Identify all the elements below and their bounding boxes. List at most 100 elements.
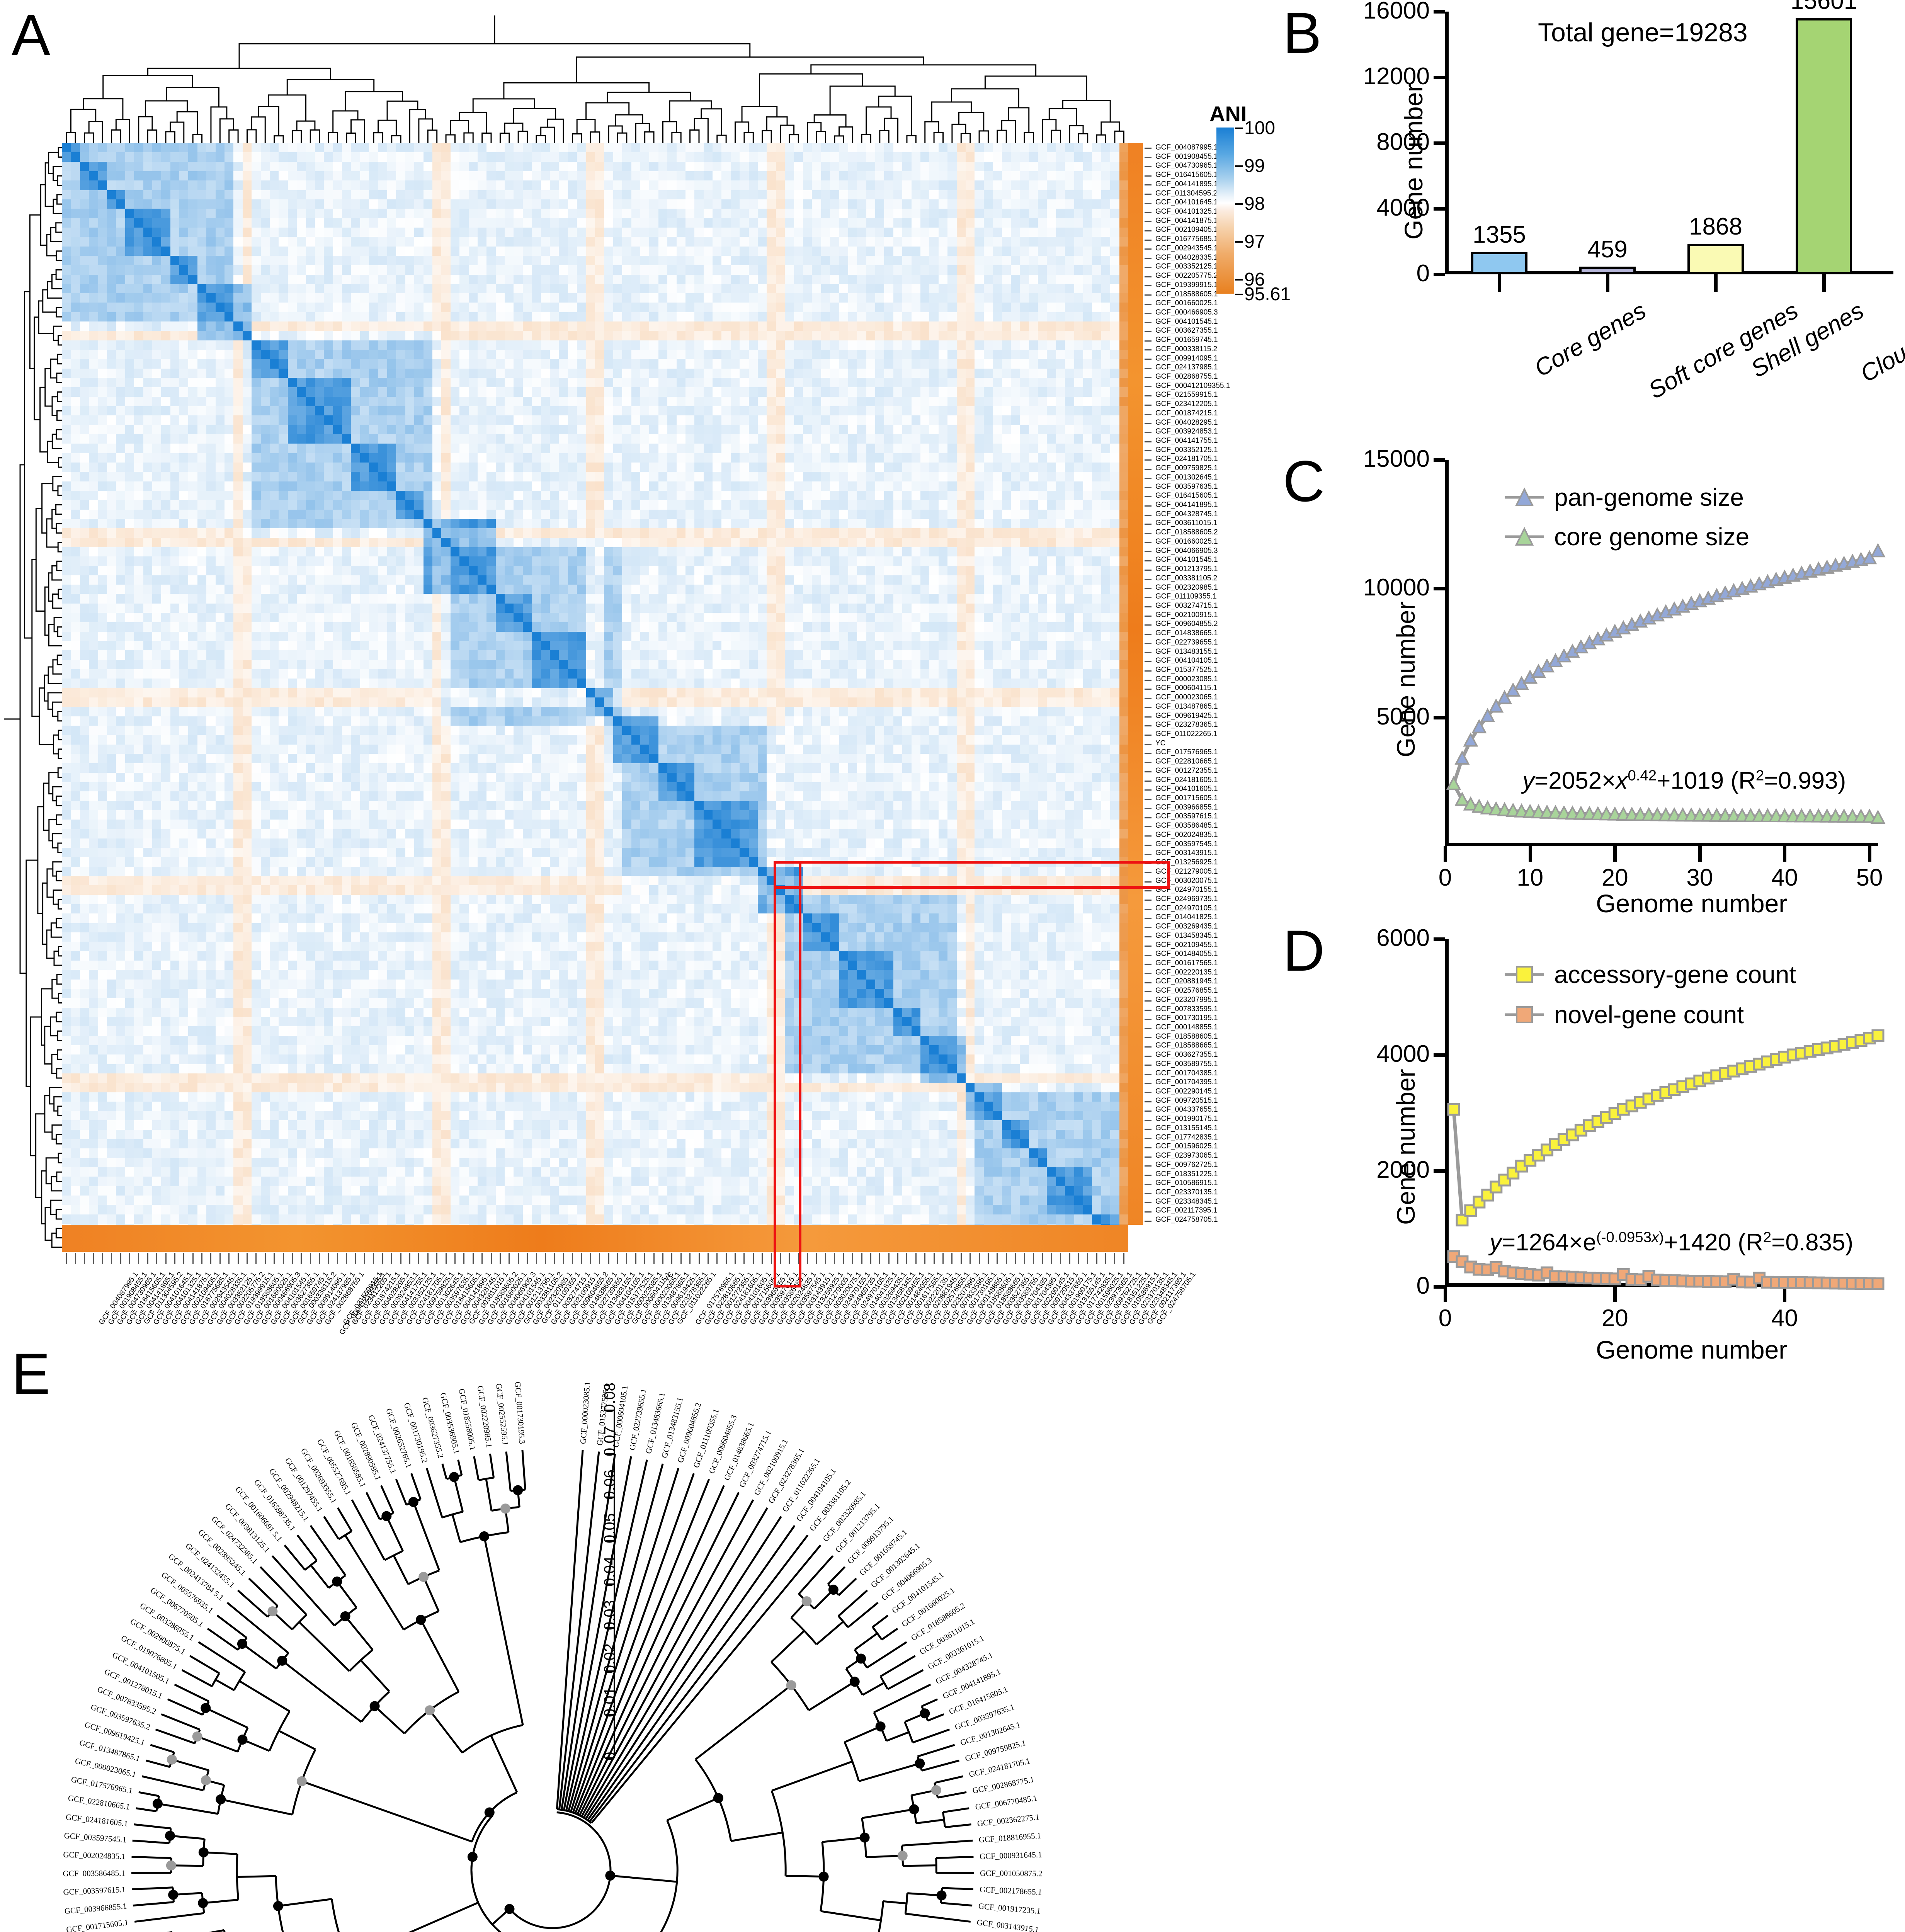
ani-heatmap-matrix[interactable] [62, 143, 1128, 1252]
eq-c-exp: 0.42 [1628, 767, 1657, 784]
table-row: GCF_004087995.1 [1155, 143, 1218, 151]
plotD-ytick [1434, 937, 1445, 941]
table-row: GCF_007833595.1 [1155, 1005, 1218, 1013]
bar-3[interactable] [1796, 18, 1852, 274]
table-row: GCF_014041825.1 [1155, 913, 1218, 922]
table-row: GCF_000023065.1 [1155, 693, 1218, 702]
table-row: GCF_003589755.1 [1155, 1060, 1218, 1068]
table-row: GCF_003966855.1 [1155, 803, 1218, 811]
table-row: GCF_004028335.1 [1155, 253, 1218, 262]
panel-b-ytick [1434, 273, 1445, 276]
table-row: GCF_013155145.1 [1155, 1124, 1218, 1132]
table-row: GCF_018588665.1 [1155, 1041, 1218, 1050]
table-row: GCF_003143915.1 [1155, 849, 1218, 857]
plotD-ytick-label: 2000 [1376, 1156, 1430, 1183]
table-row: GCF_024137985.1 [1155, 363, 1218, 372]
plotD-ytick [1434, 1285, 1445, 1289]
table-row: GCF_004328745.1 [1155, 510, 1218, 518]
panel-b-letter: B [1283, 0, 1322, 65]
panel-e-phylogenetic-tree: E GCF_000023085.1 GCF_015377525.1 GCF_0006… [0, 1337, 1905, 1932]
table-row: GCF_003274715.1 [1155, 601, 1218, 610]
eq-d-rest: +1420 (R [1663, 1229, 1763, 1256]
column-annotation-bar [62, 1225, 1128, 1252]
tree-tip-label: GCF_003597545.1 [63, 1831, 127, 1845]
legend-item-novel[interactable]: novel-gene count [1503, 1000, 1796, 1029]
plotC-xtick-label: 50 [1856, 864, 1883, 891]
panel-c-xlabel: Genome number [1596, 889, 1788, 918]
bar-value-label: 15601 [1790, 0, 1857, 14]
table-row: GCF_022810665.1 [1155, 757, 1218, 766]
table-row: GCF_004101645.1 [1155, 198, 1218, 207]
eq-d-y: y [1490, 1229, 1502, 1256]
bar-category-label: Core genes [1530, 297, 1651, 382]
table-row: GCF_022739655.1 [1155, 638, 1218, 646]
bar-2[interactable] [1687, 243, 1744, 274]
panel-b-xtick [1714, 274, 1718, 292]
plotD-ytick-label: 6000 [1376, 925, 1430, 951]
bar-value-label: 1355 [1473, 221, 1526, 248]
plotC-xtick [1613, 846, 1617, 862]
table-row: YC [1155, 739, 1166, 747]
plotC-ytick-label: 5000 [1376, 703, 1430, 730]
tree-tip-label: GCF_024181605.1 [65, 1812, 128, 1828]
plotC-xtick [1868, 846, 1872, 862]
panel-c-equation: y=2052×x0.42+1019 (R2=0.993) [1522, 767, 1846, 794]
table-row: GCF_001596025.1 [1155, 1142, 1218, 1151]
table-row: GCF_004141895.1 [1155, 501, 1218, 509]
table-row: GCF_018588605.1 [1155, 290, 1218, 298]
eq-d-expx: x [1651, 1229, 1659, 1246]
colorbar-tick-label: 95.61 [1244, 284, 1291, 304]
panel-b-ytick [1434, 207, 1445, 211]
panel-a-letter: A [12, 2, 51, 67]
table-row: GCF_004141895.1 [1155, 180, 1218, 188]
panel-c-legend: pan-genome size core genome size [1503, 483, 1749, 551]
table-row: GCF_001617565.1 [1155, 959, 1218, 967]
plotD-xtick [1783, 1287, 1787, 1302]
eq-c-tail: =0.993) [1764, 767, 1846, 794]
tree-tip-label: GCF_006770485.1 [975, 1793, 1038, 1812]
table-row: GCF_004066905.3 [1155, 546, 1218, 555]
table-row: GCF_003352125.1 [1155, 446, 1218, 454]
tree-tip-label: GCF_001050875.2 [980, 1868, 1043, 1878]
table-row: GCF_010586915.1 [1155, 1179, 1218, 1187]
panel-b-ytick-label: 0 [1416, 260, 1430, 287]
tree-tip-label: GCF_003966855.1 [64, 1901, 127, 1916]
plotC-xtick [1528, 846, 1532, 862]
legend-item-core-genome[interactable]: core genome size [1503, 522, 1749, 551]
tree-tip-label: GCF_001715605.1 [66, 1917, 129, 1932]
table-row: GCF_009720515.1 [1155, 1096, 1218, 1105]
bar-0[interactable] [1471, 252, 1527, 274]
legend-item-pan-genome[interactable]: pan-genome size [1503, 483, 1749, 512]
plotC-xtick [1698, 846, 1702, 862]
table-row: GCF_021279005.1 [1155, 867, 1218, 876]
panel-b-xtick [1606, 274, 1609, 292]
panel-b-xaxis [1445, 271, 1893, 274]
column-dendrogram [62, 15, 1128, 143]
legend-label-novel: novel-gene count [1554, 1001, 1744, 1029]
table-row: GCF_000338115.2 [1155, 345, 1218, 353]
scale-tick-label: 0.01 [601, 1687, 618, 1717]
legend-item-accessory[interactable]: accessory-gene count [1503, 960, 1796, 989]
table-row: GCF_024181705.1 [1155, 455, 1218, 463]
plotC-xtick-label: 10 [1517, 864, 1544, 891]
table-row: GCF_011022265.1 [1155, 730, 1218, 738]
table-row: GCF_001704395.1 [1155, 1078, 1218, 1087]
bar-1[interactable] [1579, 267, 1636, 274]
table-row: GCF_004101325.1 [1155, 207, 1218, 216]
tree-tip-label: GCF_018558005.1 [457, 1388, 478, 1451]
table-row: GCF_003020075.1 [1155, 876, 1218, 885]
table-row: GCF_001272355.1 [1155, 766, 1218, 775]
plotC-ytick [1434, 716, 1445, 719]
scale-tick-label: 0.04 [601, 1556, 618, 1587]
table-row: GCF_023370135.1 [1155, 1188, 1218, 1196]
colorbar-tick-label: 98 [1244, 193, 1265, 214]
eq-d-exp: (-0.0953 [1596, 1229, 1652, 1246]
circular-phylogram[interactable] [12, 1341, 1094, 1932]
panel-d-xlabel: Genome number [1596, 1335, 1788, 1364]
table-row: GCF_001730195.1 [1155, 1014, 1218, 1022]
table-row: GCF_001484055.1 [1155, 950, 1218, 958]
tree-scale-axis: 0 0.01 0.02 0.03 0.04 0.05 0.06 0.07 0.08 [541, 1383, 672, 1766]
table-row: GCF_011109355.1 [1155, 592, 1217, 601]
eq-c-y: y [1522, 767, 1534, 794]
table-row: GCF_002290145.1 [1155, 1087, 1218, 1096]
